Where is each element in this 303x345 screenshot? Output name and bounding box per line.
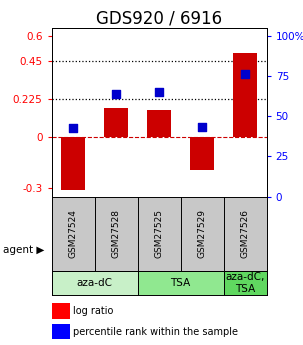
Bar	[190, 137, 214, 170]
Title: GDS920 / 6916: GDS920 / 6916	[96, 9, 222, 28]
Point	[114, 91, 118, 96]
Text: TSA: TSA	[171, 278, 191, 288]
Bar	[52, 324, 70, 339]
Bar	[52, 271, 138, 295]
Text: GSM27528: GSM27528	[112, 209, 121, 258]
Point	[200, 125, 205, 130]
Text: percentile rank within the sample: percentile rank within the sample	[73, 327, 238, 337]
Bar	[61, 137, 85, 190]
Point	[157, 89, 161, 95]
Text: GSM27526: GSM27526	[241, 209, 250, 258]
Text: GSM27525: GSM27525	[155, 209, 164, 258]
Text: GSM27524: GSM27524	[68, 209, 78, 258]
Bar	[138, 271, 224, 295]
Text: log ratio: log ratio	[73, 306, 113, 316]
Bar	[233, 53, 257, 137]
Bar	[104, 108, 128, 137]
Point	[71, 126, 75, 131]
Text: GSM27529: GSM27529	[198, 209, 207, 258]
Bar	[224, 271, 267, 295]
Bar	[147, 110, 171, 137]
Text: agent ▶: agent ▶	[3, 245, 45, 255]
Bar	[52, 303, 70, 319]
Point	[243, 71, 248, 77]
Text: aza-dC: aza-dC	[77, 278, 112, 288]
Text: aza-dC,
TSA: aza-dC, TSA	[225, 272, 265, 294]
